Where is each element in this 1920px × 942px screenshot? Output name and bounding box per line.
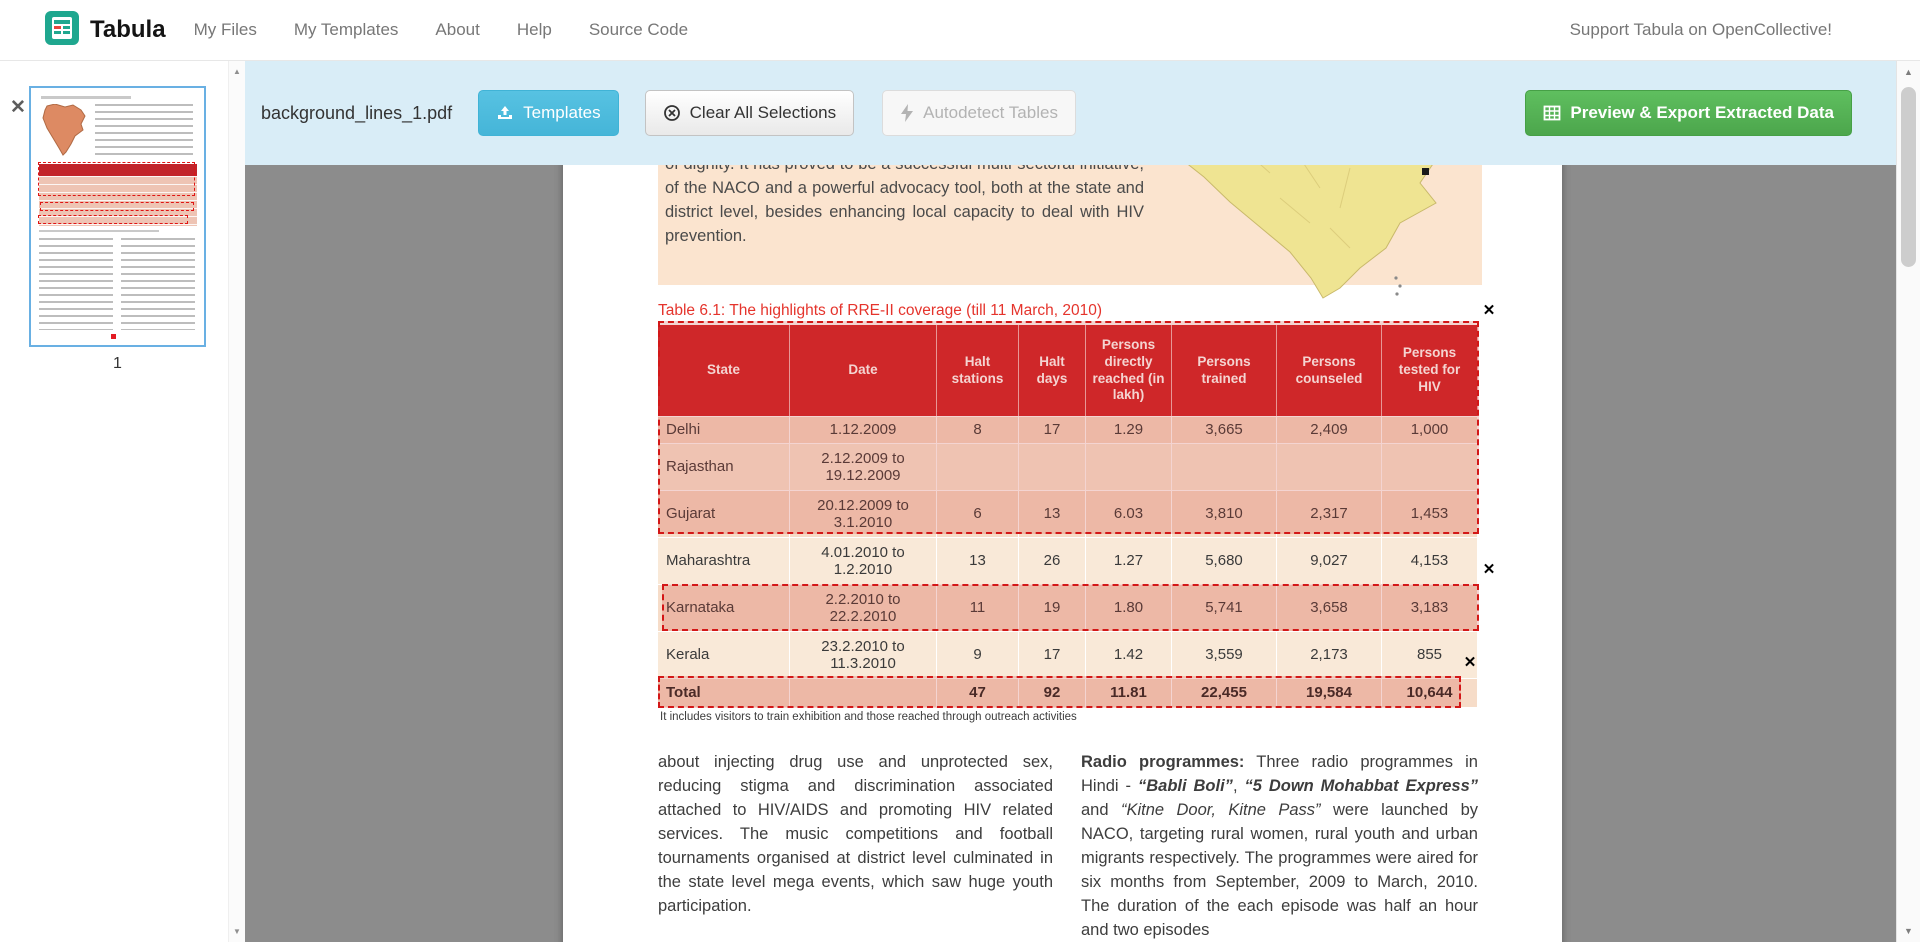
thumbnail-title-line bbox=[41, 96, 131, 99]
pdf-right-column: Radio programmes: Three radio programmes… bbox=[1081, 753, 1478, 939]
clear-selections-button[interactable]: Clear All Selections bbox=[644, 90, 855, 136]
preview-export-button[interactable]: Preview & Export Extracted Data bbox=[1525, 90, 1852, 136]
main-scrollbar[interactable]: ▲ ▼ bbox=[1896, 61, 1920, 942]
document-viewport: can access the services, without fear an… bbox=[245, 165, 1896, 942]
thumbnail-table bbox=[38, 162, 197, 226]
toolbar: background_lines_1.pdf Templates bbox=[245, 61, 1896, 165]
table-selection-1[interactable] bbox=[658, 321, 1479, 534]
thumbnail-selection-handle bbox=[111, 334, 116, 339]
column-header-halt-stations: Halt stations bbox=[937, 325, 1019, 416]
table-grid-icon bbox=[1543, 104, 1561, 122]
column-header-persons-counseled: Persons counseled bbox=[1277, 325, 1382, 416]
circle-x-icon bbox=[663, 104, 681, 122]
column-header-persons-trained: Persons trained bbox=[1172, 325, 1277, 416]
nav-item-my-templates[interactable]: My Templates bbox=[293, 20, 399, 39]
nav-item-source-code[interactable]: Source Code bbox=[588, 20, 689, 39]
scroll-down-icon[interactable]: ▼ bbox=[1904, 926, 1913, 936]
thumbnail-selection bbox=[40, 202, 194, 211]
table-row-kerala: Kerala 23.2.2010 to 11.3.2010 9 17 1.42 … bbox=[658, 631, 1478, 678]
table-row-delhi: Delhi 1.12.2009 8 17 1.29 3,665 2,409 1,… bbox=[658, 416, 1478, 443]
upload-tray-icon bbox=[496, 104, 514, 122]
support-link[interactable]: Support Tabula on OpenCollective! bbox=[1569, 20, 1832, 39]
thumbnail-column-right bbox=[121, 238, 195, 330]
thumbnail-selection bbox=[38, 162, 195, 196]
navbar: Tabula My Files My Templates About Help … bbox=[0, 0, 1920, 61]
table-selection-2[interactable] bbox=[662, 584, 1479, 631]
table-row-rajasthan: Rajasthan 2.12.2009 to 19.12.2009 bbox=[658, 443, 1478, 490]
table-footnote: It includes visitors to train exhibition… bbox=[660, 711, 1077, 723]
pdf-table-title: Table 6.1: The highlights of RRE-II cove… bbox=[658, 302, 1102, 319]
pdf-intro-section: can access the services, without fear an… bbox=[658, 165, 1482, 299]
thumbnail-table-header bbox=[39, 164, 197, 176]
table-selection-3[interactable] bbox=[658, 676, 1461, 708]
thumbnail-footnote-line bbox=[39, 230, 159, 232]
sidebar-scrollbar[interactable]: ▲ ▼ bbox=[228, 61, 245, 942]
column-header-halt-days: Halt days bbox=[1019, 325, 1086, 416]
pdf-left-column: about injecting drug use and unprotected… bbox=[658, 753, 1053, 915]
app-body: ✕ 1 ▲ ▼ backgro bbox=[0, 61, 1920, 942]
pdf-table: State Date Halt stations Halt days Perso… bbox=[658, 325, 1478, 707]
thumbnail-table-rows bbox=[39, 176, 197, 226]
table-row-gujarat: Gujarat 20.12.2009 to 3.1.2010 6 13 6.03… bbox=[658, 490, 1478, 537]
nav-item-help[interactable]: Help bbox=[516, 20, 552, 39]
sidebar: ✕ 1 ▲ ▼ bbox=[0, 61, 245, 942]
table-row-karnataka: Karnataka 2.2.2010 to 22.2.2010 11 19 1.… bbox=[658, 584, 1478, 631]
column-header-state: State bbox=[658, 325, 790, 416]
autodetect-tables-button[interactable]: Autodetect Tables bbox=[882, 90, 1076, 136]
page-thumbnail[interactable] bbox=[29, 86, 206, 347]
nav-links: My Files My Templates About Help Source … bbox=[194, 20, 688, 40]
remove-selection-icon[interactable]: ✕ bbox=[1482, 561, 1496, 578]
nav-item-about[interactable]: About bbox=[435, 20, 480, 39]
thumbnail-text-block bbox=[95, 104, 193, 156]
remove-page-icon[interactable]: ✕ bbox=[10, 97, 26, 118]
table-header-row: State Date Halt stations Halt days Perso… bbox=[658, 325, 1478, 416]
nav-item-my-files[interactable]: My Files bbox=[193, 20, 257, 39]
india-map bbox=[1188, 165, 1437, 299]
brand[interactable]: Tabula bbox=[44, 10, 166, 51]
thumbnail-map bbox=[42, 104, 86, 156]
scroll-up-icon[interactable]: ▲ bbox=[1904, 67, 1913, 77]
lightning-icon bbox=[900, 104, 914, 122]
thumbnail-column-left bbox=[39, 238, 113, 330]
table-row-total: Total 47 92 11.81 22,455 19,584 10,644 bbox=[658, 678, 1478, 707]
document-filename: background_lines_1.pdf bbox=[261, 102, 453, 123]
page-number: 1 bbox=[113, 355, 122, 372]
pdf-page[interactable]: can access the services, without fear an… bbox=[563, 165, 1562, 942]
scroll-up-icon[interactable]: ▲ bbox=[233, 67, 241, 76]
thumbnail-selection bbox=[38, 215, 188, 224]
scrollbar-thumb[interactable] bbox=[1901, 87, 1916, 267]
column-header-date: Date bbox=[790, 325, 937, 416]
remove-selection-icon[interactable]: ✕ bbox=[1482, 302, 1496, 319]
table-row-maharashtra: Maharashtra 4.01.2010 to 1.2.2010 13 26 … bbox=[658, 537, 1478, 584]
scroll-down-icon[interactable]: ▼ bbox=[233, 927, 241, 936]
tabula-logo-icon bbox=[44, 10, 80, 51]
column-header-persons-reached: Persons directly reached (in lakh) bbox=[1086, 325, 1172, 416]
templates-button[interactable]: Templates bbox=[478, 90, 619, 136]
main-area: background_lines_1.pdf Templates bbox=[245, 61, 1896, 942]
remove-selection-icon[interactable]: ✕ bbox=[1463, 654, 1477, 671]
pdf-intro-text: can access the services, without fear an… bbox=[665, 165, 1144, 245]
brand-name: Tabula bbox=[90, 16, 166, 43]
